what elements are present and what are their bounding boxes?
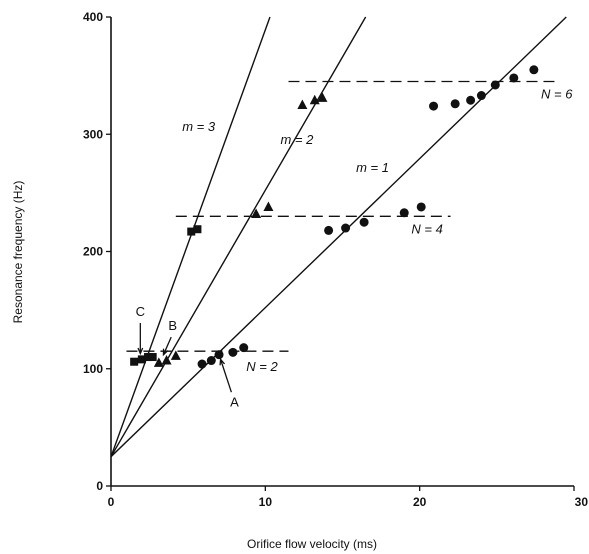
point-label-arrowhead (162, 348, 169, 357)
y-tick-label: 100 (83, 362, 103, 376)
chart-text: 0 100 200 300 400 0 10 20 30 Orifice flow velocit… (11, 10, 588, 551)
circle-point-9 (399, 208, 409, 218)
point-label-a: A (230, 394, 239, 409)
level-label-n: N = 2 (246, 359, 278, 374)
circle-point-5 (239, 343, 249, 353)
triangle-point-3 (170, 350, 181, 360)
model-lines (110, 16, 567, 458)
triangle-point-4 (251, 208, 262, 218)
point-label-c: C (136, 304, 145, 319)
triangle-point-5 (263, 201, 274, 211)
circle-point-6 (324, 225, 334, 235)
data-points (130, 65, 539, 369)
line-label-m: m = 2 (280, 132, 314, 147)
triangle-point-2 (161, 355, 172, 365)
model-line-1 (110, 16, 271, 457)
circle-point-17 (529, 65, 539, 75)
x-axis-label: Orifice flow velocity (ms) (247, 537, 377, 551)
circle-point-4 (228, 347, 238, 357)
y-tick-label: 300 (83, 127, 103, 141)
circle-point-14 (476, 91, 486, 101)
square-point-4 (148, 353, 157, 362)
square-point-2 (137, 355, 146, 364)
square-point-5 (187, 227, 196, 236)
point-label-arrowhead (219, 357, 226, 366)
square-point-3 (144, 353, 153, 362)
circle-point-13 (466, 95, 476, 105)
circle-point-16 (509, 73, 519, 83)
triangle-point-1 (153, 357, 164, 367)
circle-point-8 (359, 217, 369, 227)
x-tick-label: 30 (575, 495, 589, 509)
model-line-3 (110, 16, 567, 458)
y-tick-label: 200 (83, 245, 103, 259)
triangle-point-8 (317, 92, 328, 102)
y-tick-label: 400 (83, 10, 103, 24)
circle-point-12 (450, 99, 460, 109)
triangle-point-7 (309, 94, 320, 105)
model-line-2 (110, 16, 367, 458)
y-tick-label: 0 (96, 479, 103, 493)
point-label-arrow (219, 359, 232, 393)
triangle-point-6 (297, 99, 308, 109)
line-label-m: m = 3 (182, 119, 216, 134)
point-label-arrowhead (137, 347, 144, 356)
circle-point-3 (214, 350, 224, 360)
square-point-6 (193, 225, 202, 234)
circle-point-11 (429, 101, 439, 111)
circle-point-2 (206, 356, 216, 366)
point-label-arrow (162, 336, 172, 355)
square-point-1 (130, 357, 139, 366)
circle-point-10 (416, 202, 426, 212)
circle-point-15 (490, 80, 500, 90)
x-tick-label: 10 (259, 495, 273, 509)
level-label-n: N = 4 (411, 221, 442, 236)
level-label-n: N = 6 (541, 86, 573, 101)
circle-point-7 (341, 223, 351, 233)
y-axis-label: Resonance frequency (Hz) (11, 181, 25, 324)
circle-point-1 (197, 359, 207, 369)
axes (106, 16, 575, 491)
x-tick-label: 20 (413, 495, 427, 509)
point-label-b: B (168, 318, 177, 333)
x-tick-label: 0 (108, 495, 115, 509)
line-label-m: m = 1 (356, 160, 389, 175)
